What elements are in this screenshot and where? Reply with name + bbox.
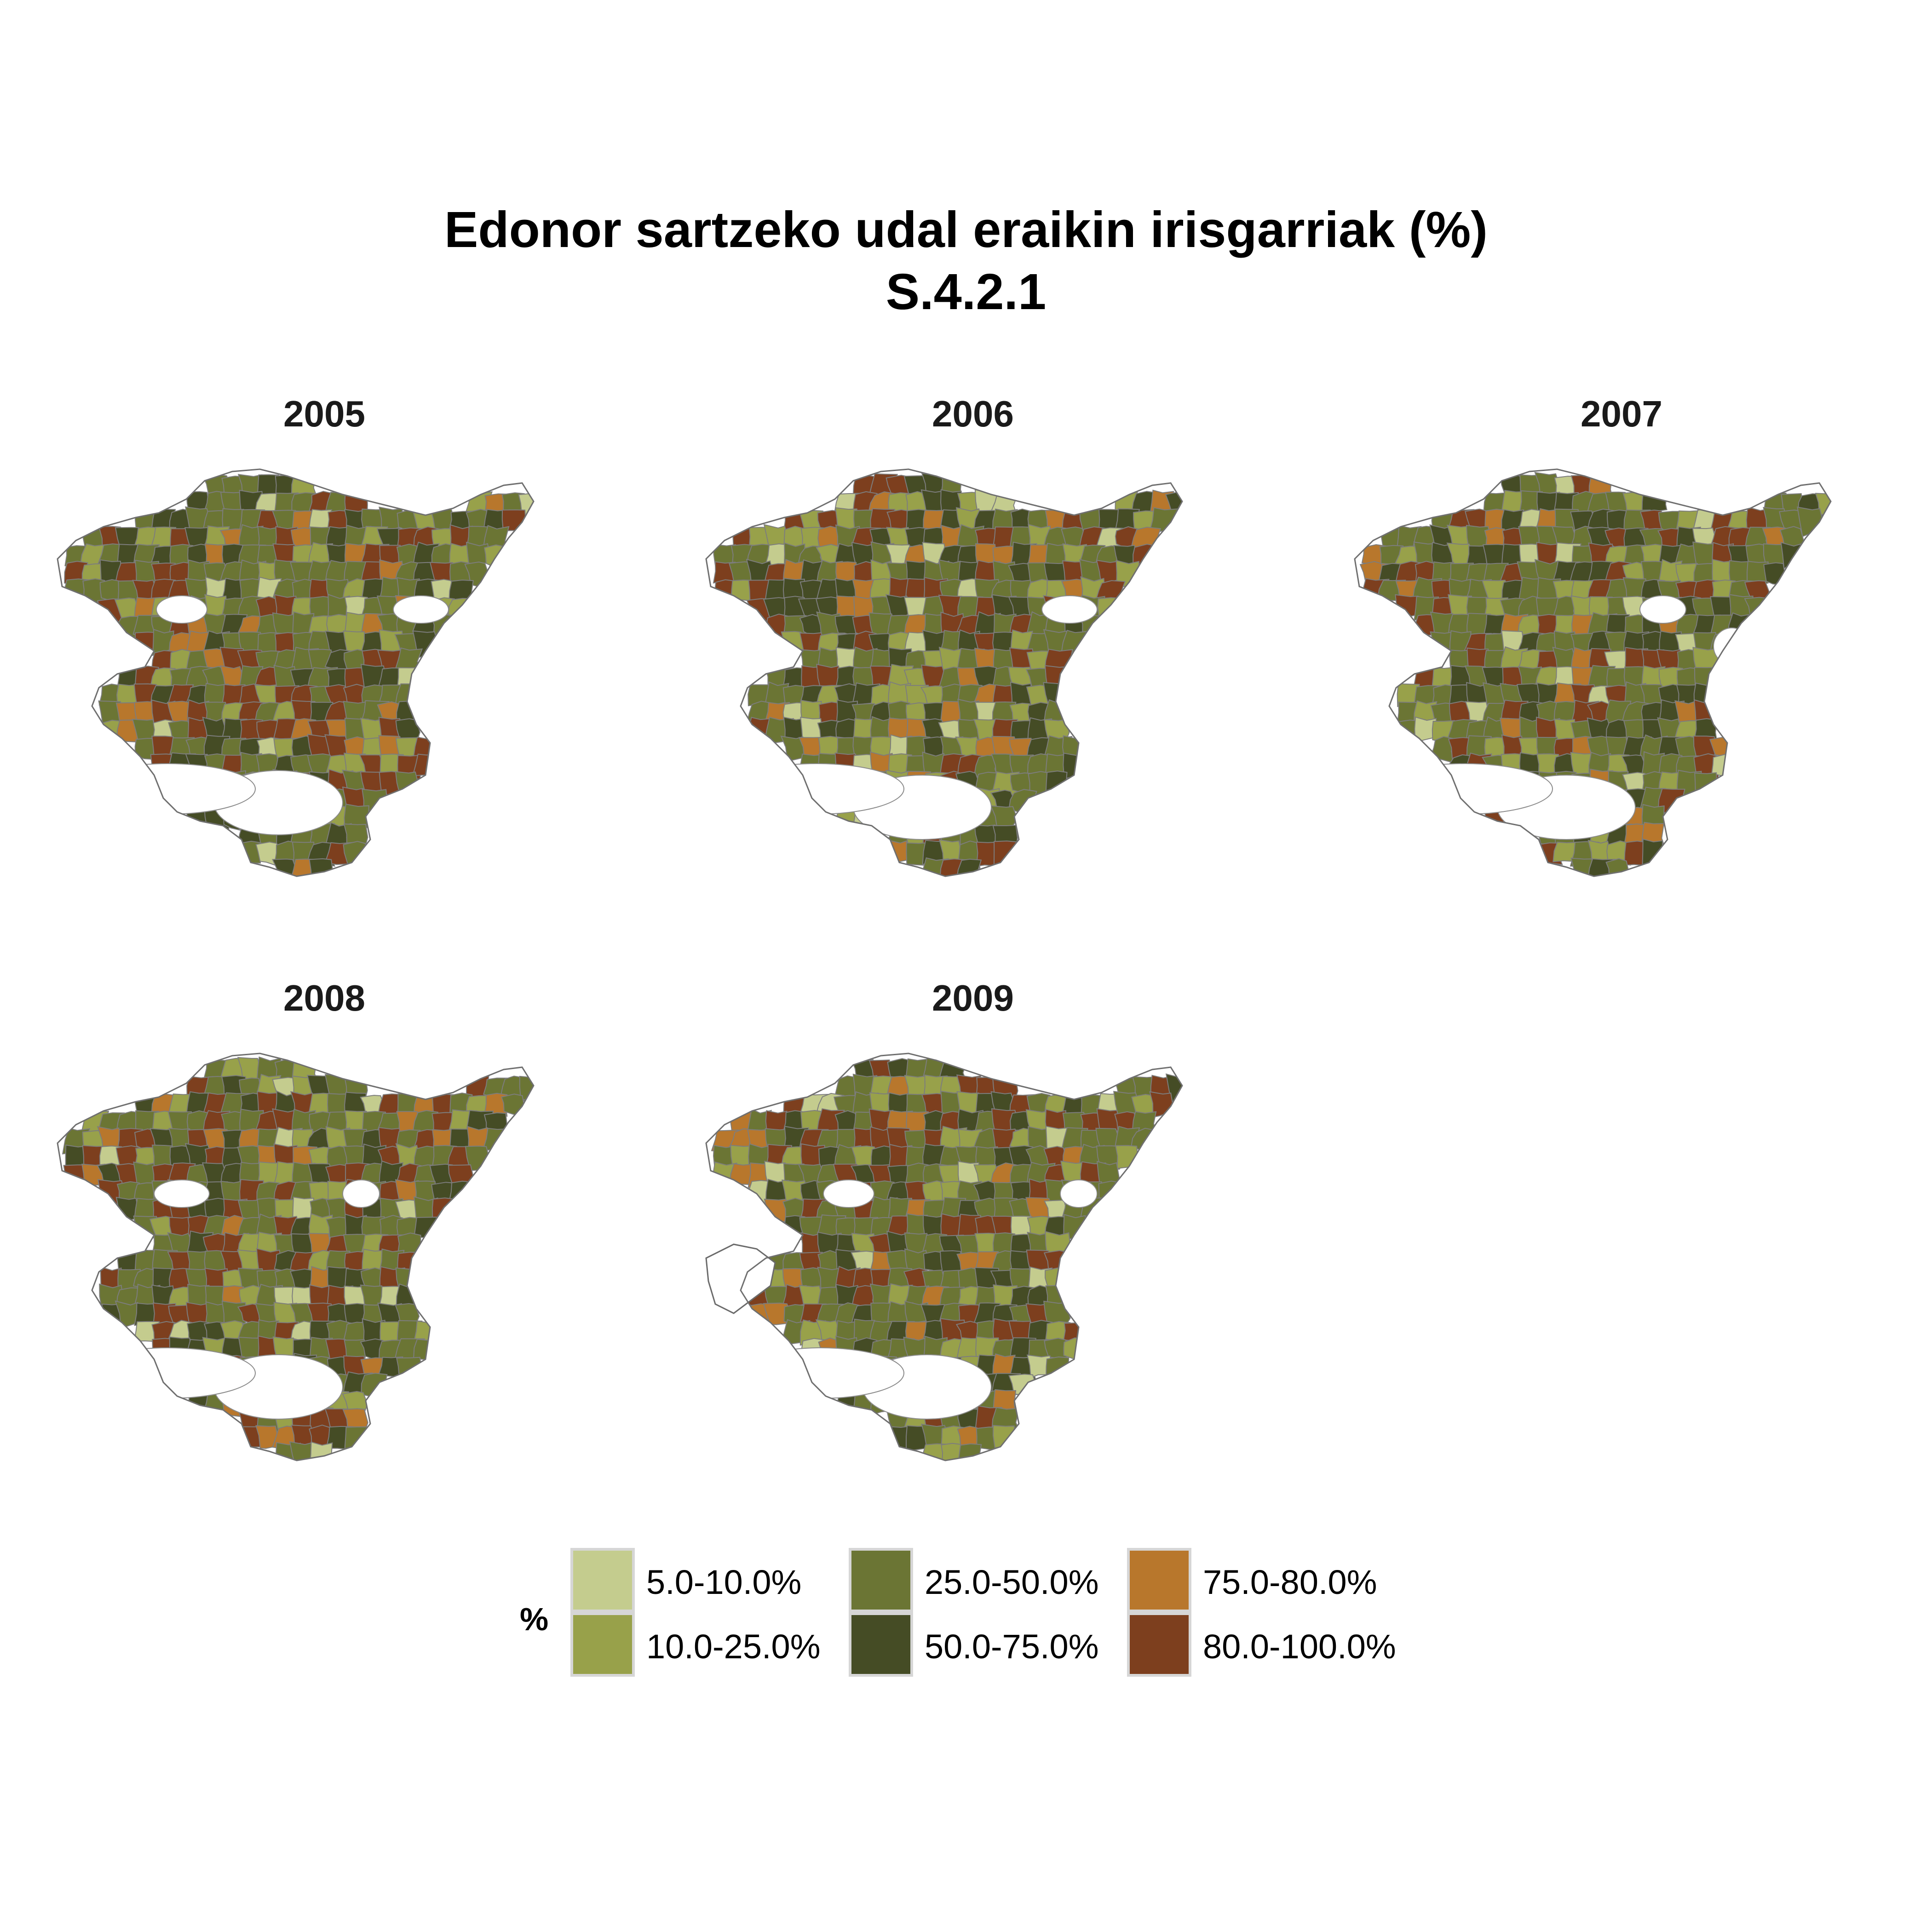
legend-label-25-50: 25.0-50.0% bbox=[925, 1563, 1099, 1601]
province-outline bbox=[705, 468, 1183, 877]
municipality bbox=[992, 1425, 1016, 1449]
no-data-area bbox=[823, 1179, 874, 1208]
municipality bbox=[1097, 597, 1121, 622]
municipality bbox=[484, 1092, 508, 1117]
no-data-area bbox=[156, 595, 207, 624]
legend-label-50-75: 50.0-75.0% bbox=[925, 1627, 1099, 1666]
no-data-area bbox=[342, 1179, 380, 1208]
no-data-area bbox=[1377, 763, 1553, 815]
no-data-area bbox=[729, 763, 904, 815]
map-2009 bbox=[705, 1052, 1183, 1461]
map-2006 bbox=[705, 468, 1183, 877]
municipality bbox=[1746, 561, 1769, 586]
legend-key-80-100 bbox=[1127, 1612, 1191, 1677]
chart-subtitle: S.4.2.1 bbox=[886, 264, 1046, 320]
legend-key-5-10 bbox=[570, 1548, 635, 1612]
outline-only-municipality bbox=[705, 1243, 776, 1314]
legend-key-25-50 bbox=[849, 1548, 913, 1612]
no-data-area bbox=[1041, 595, 1098, 624]
legend-label-10-25: 10.0-25.0% bbox=[646, 1627, 821, 1666]
province-outline bbox=[705, 1052, 1183, 1461]
municipality-mosaic bbox=[64, 472, 534, 876]
municipality bbox=[361, 1373, 388, 1397]
no-data-area bbox=[1713, 627, 1751, 665]
no-data-area bbox=[393, 595, 449, 624]
municipality bbox=[395, 771, 420, 797]
panel-title-2009: 2009 bbox=[932, 978, 1014, 1018]
municipality bbox=[993, 840, 1018, 866]
map-2008 bbox=[57, 1052, 535, 1461]
municipality bbox=[519, 1075, 534, 1100]
legend-label-75-80: 75.0-80.0% bbox=[1203, 1563, 1377, 1601]
no-data-area bbox=[1639, 595, 1686, 624]
municipality bbox=[309, 858, 334, 876]
panel-title-2005: 2005 bbox=[283, 393, 365, 434]
municipality bbox=[344, 1426, 368, 1451]
map-2005 bbox=[57, 468, 535, 877]
legend-label-80-100: 80.0-100.0% bbox=[1203, 1627, 1396, 1666]
municipality bbox=[1605, 858, 1629, 876]
legend-label-5-10: 5.0-10.0% bbox=[646, 1563, 802, 1601]
municipality-mosaic bbox=[62, 1055, 534, 1460]
province-outline bbox=[1354, 468, 1832, 877]
municipality-mosaic bbox=[711, 1056, 1182, 1460]
chart-title: Edonor sartzeko udal eraikin irisgarriak… bbox=[444, 201, 1488, 258]
panel-title-2008: 2008 bbox=[283, 978, 365, 1018]
province-outline bbox=[57, 468, 535, 877]
legend-key-75-80 bbox=[1127, 1548, 1191, 1612]
municipality-mosaic bbox=[712, 472, 1182, 876]
province-outline bbox=[57, 1052, 535, 1461]
municipality bbox=[941, 1443, 962, 1460]
legend-key-10-25 bbox=[570, 1612, 635, 1677]
no-data-area bbox=[80, 763, 256, 815]
municipality bbox=[448, 1180, 474, 1206]
no-data-area bbox=[154, 1179, 210, 1208]
no-data-area bbox=[80, 1347, 256, 1399]
municipality bbox=[1815, 492, 1831, 516]
map-2007 bbox=[1354, 468, 1832, 877]
legend-key-50-75 bbox=[849, 1612, 913, 1677]
panel-title-2006: 2006 bbox=[932, 393, 1014, 434]
legend-title: % bbox=[520, 1601, 549, 1637]
no-data-area bbox=[742, 480, 789, 509]
no-data-area bbox=[1060, 1179, 1098, 1208]
municipality-mosaic bbox=[1359, 472, 1831, 876]
municipality bbox=[1165, 1073, 1182, 1104]
panel-title-2007: 2007 bbox=[1581, 393, 1662, 434]
municipality bbox=[1098, 1180, 1122, 1207]
